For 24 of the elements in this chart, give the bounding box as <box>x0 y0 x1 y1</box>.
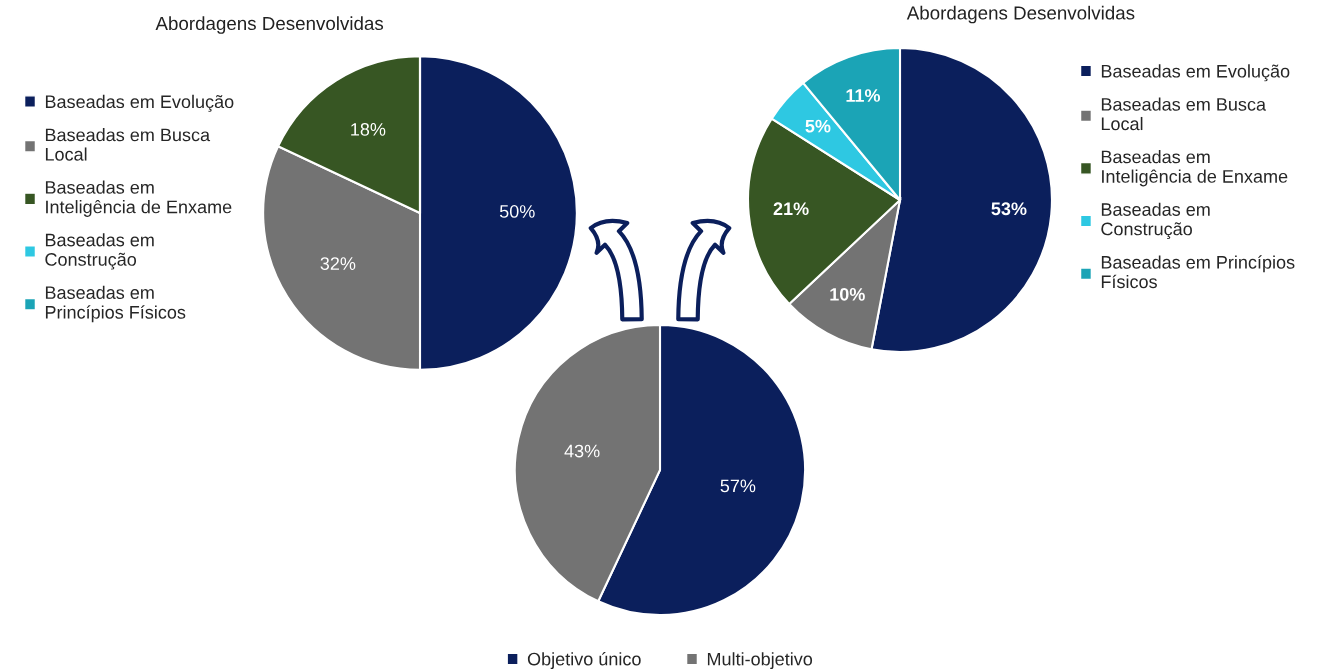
legend-label: Baseadas em Evolução <box>1101 64 1290 82</box>
legend-label: Objetivo único <box>527 652 641 670</box>
legend-label: Baseadas em Busca Local <box>45 128 211 161</box>
legend-label: Baseadas em Princípios Físicos <box>1101 255 1295 289</box>
data-label: 5% <box>805 119 831 133</box>
data-label: 11% <box>846 89 881 102</box>
legend-label: Baseadas em Inteligência de Enxame <box>45 180 232 217</box>
legend-label: Baseadas em Princípios Físicos <box>45 285 186 323</box>
data-label: 43% <box>564 444 600 458</box>
data-label: 57% <box>720 479 756 493</box>
legend-label: Multi-objetivo <box>707 652 813 670</box>
data-label: 50% <box>499 205 535 218</box>
legend-label: Baseadas em Construção <box>45 233 154 270</box>
data-label: 21% <box>773 202 809 216</box>
legend-label: Baseadas em Construção <box>1101 202 1210 239</box>
chart-title: Abordagens Desenvolvidas <box>906 5 1135 24</box>
data-label: 53% <box>991 202 1027 216</box>
data-label: 32% <box>320 257 356 270</box>
chart-title: Abordagens Desenvolvidas <box>155 16 384 34</box>
legend-label: Baseadas em Busca Local <box>1101 97 1267 131</box>
legend-label: Baseadas em Inteligência de Enxame <box>1101 150 1288 187</box>
data-label: 18% <box>351 122 386 136</box>
data-label: 10% <box>830 287 865 301</box>
legend-label: Baseadas em Evolução <box>45 94 234 112</box>
